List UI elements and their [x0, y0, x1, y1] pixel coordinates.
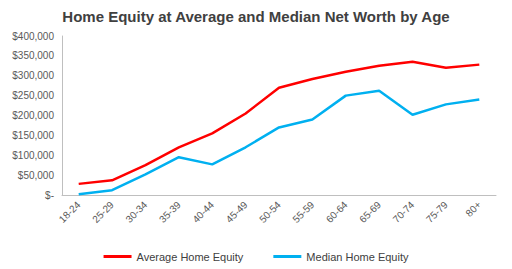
svg-text:$250,000: $250,000: [12, 90, 54, 101]
svg-text:Home Equity at Average and Med: Home Equity at Average and Median Net Wo…: [62, 8, 449, 25]
svg-text:$350,000: $350,000: [12, 50, 54, 61]
svg-text:$400,000: $400,000: [12, 31, 54, 42]
svg-text:65-69: 65-69: [357, 199, 383, 225]
svg-text:45-49: 45-49: [224, 199, 250, 225]
svg-text:75-79: 75-79: [424, 199, 450, 225]
svg-text:$200,000: $200,000: [12, 110, 54, 121]
svg-text:80+: 80+: [463, 199, 483, 219]
svg-text:$300,000: $300,000: [12, 70, 54, 81]
svg-text:$150,000: $150,000: [12, 130, 54, 141]
svg-text:Average Home Equity: Average Home Equity: [137, 251, 244, 263]
svg-text:35-39: 35-39: [157, 199, 183, 225]
svg-text:30-34: 30-34: [124, 199, 150, 225]
svg-text:$-: $-: [45, 190, 54, 201]
svg-text:60-64: 60-64: [324, 199, 350, 225]
svg-text:25-29: 25-29: [90, 199, 116, 225]
svg-text:Median Home Equity: Median Home Equity: [306, 251, 409, 263]
svg-text:$50,000: $50,000: [18, 170, 55, 181]
svg-text:70-74: 70-74: [391, 199, 417, 225]
svg-text:18-24: 18-24: [57, 199, 83, 225]
svg-text:$100,000: $100,000: [12, 150, 54, 161]
svg-text:55-59: 55-59: [290, 199, 316, 225]
svg-text:50-54: 50-54: [257, 199, 283, 225]
svg-text:40-44: 40-44: [190, 199, 216, 225]
